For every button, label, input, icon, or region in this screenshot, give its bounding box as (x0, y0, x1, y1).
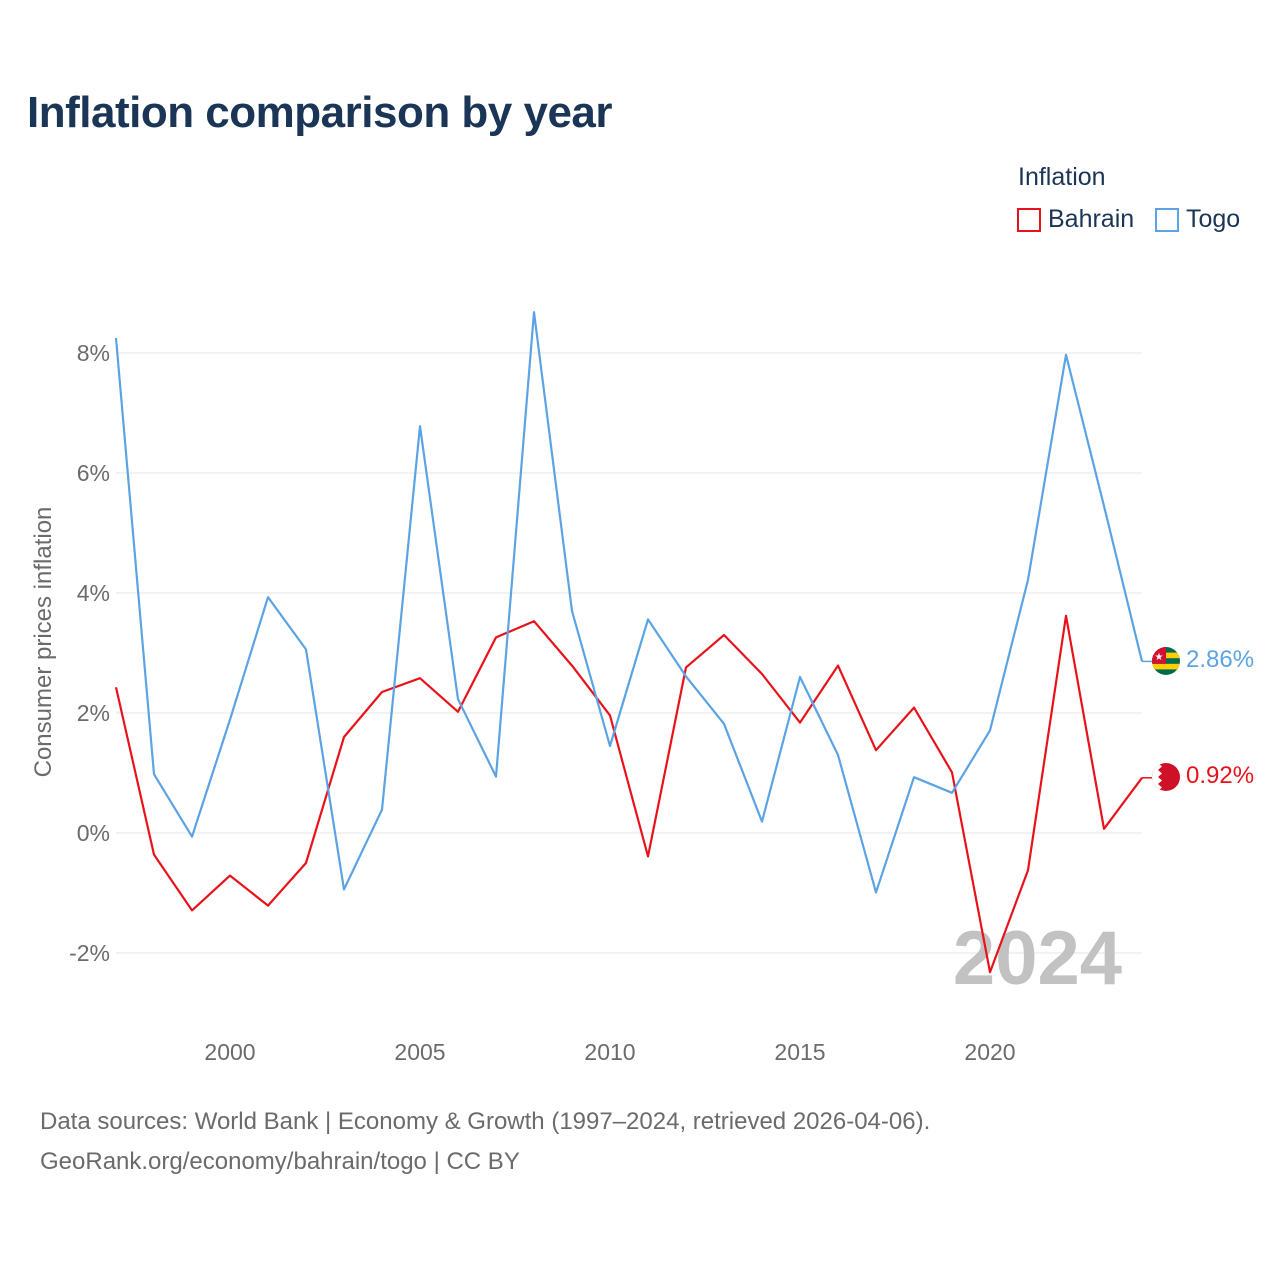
footer-sources: Data sources: World Bank | Economy & Gro… (40, 1108, 931, 1135)
x-tick-label: 2020 (964, 1039, 1015, 1065)
y-tick-label: 0% (77, 820, 110, 846)
x-tick-label: 2000 (204, 1039, 255, 1065)
legend-swatch-togo (1155, 207, 1179, 232)
svg-text:★: ★ (1155, 652, 1164, 663)
x-tick-label: 2005 (394, 1039, 445, 1065)
x-tick-label: 2015 (774, 1039, 825, 1065)
x-tick-label: 2010 (584, 1039, 635, 1065)
legend-swatch-bahrain (1017, 207, 1041, 232)
legend-label-bahrain: Bahrain (1048, 205, 1135, 233)
y-tick-label: 8% (77, 340, 110, 366)
end-markers: ★ (1152, 647, 1180, 791)
y-tick-label: 4% (77, 580, 110, 606)
legend-label-togo: Togo (1186, 205, 1241, 233)
bahrain-flag-icon (1152, 763, 1180, 791)
series-line-bahrain[interactable] (114, 614, 1143, 974)
bahrain-end-value: 0.92% (1186, 762, 1254, 789)
line-chart: -2%0%2%4%6%8% 2000 2005 2010 2015 2020 2024 … (30, 311, 1254, 1065)
y-tick-label: 2% (77, 700, 110, 726)
year-watermark: 2024 (953, 916, 1122, 1001)
legend-item-togo[interactable]: Togo (1155, 205, 1240, 234)
y-axis-label: Consumer prices inflation (30, 507, 57, 778)
y-tick-label: 6% (77, 460, 110, 486)
togo-flag-icon: ★ (1152, 647, 1180, 675)
legend-item-bahrain[interactable]: Bahrain (1017, 205, 1134, 234)
series-lines (114, 311, 1152, 974)
x-axis-ticks: 2000 2005 2010 2015 2020 (204, 1039, 1015, 1065)
footer-attribution[interactable]: GeoRank.org/economy/bahrain/togo | CC BY (40, 1148, 520, 1175)
legend-title: Inflation (1018, 163, 1106, 191)
togo-end-value: 2.86% (1186, 646, 1254, 673)
y-axis-ticks: -2% 0% 2% 4% 6% 8% (69, 340, 110, 966)
y-tick-label: -2% (69, 940, 110, 966)
chart-title: Inflation comparison by year (27, 88, 613, 137)
series-line-togo[interactable] (114, 311, 1144, 894)
grid-lines (116, 352, 1142, 954)
